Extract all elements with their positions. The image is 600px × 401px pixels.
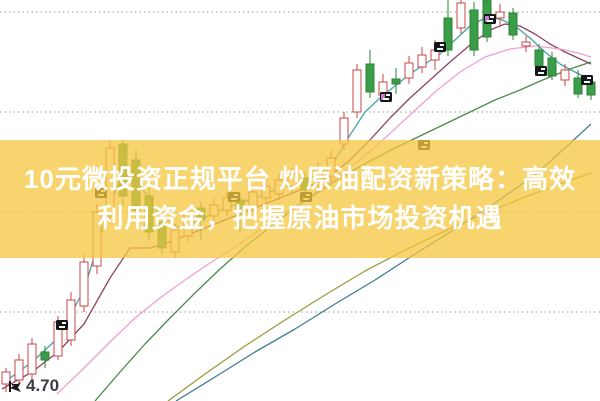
signal-marker-icon: [434, 42, 446, 52]
candle-up: [352, 64, 362, 118]
candle-up: [404, 56, 414, 84]
candle-down: [573, 70, 583, 98]
candle-up: [495, 4, 505, 26]
candle-up: [66, 292, 76, 346]
candle-down: [547, 52, 557, 80]
signal-marker-icon: [581, 75, 593, 85]
candle-up: [560, 64, 570, 86]
promo-text-line-1: 10元微投资正规平台 炒原油配资新策略：高效: [23, 164, 577, 194]
candle-down: [391, 68, 401, 94]
candle-up: [456, 0, 466, 34]
candle-down: [443, 0, 453, 56]
price-value: 4.70: [26, 376, 60, 395]
candle-up: [417, 47, 427, 73]
candle-up: [79, 254, 89, 312]
candle-up: [521, 36, 531, 52]
promo-text-line-2: 利用资金，把握原油市场投资机遇: [97, 203, 503, 233]
candle-down: [508, 8, 518, 40]
signal-marker-icon: [484, 14, 496, 24]
candle-down: [40, 346, 50, 368]
candle-down: [469, 2, 479, 56]
price-marker-icon: [8, 379, 24, 393]
signal-marker-icon: [380, 92, 392, 102]
candle-down: [365, 50, 375, 98]
candle-up: [27, 338, 37, 380]
signal-marker-icon: [535, 66, 547, 76]
candle-up: [1, 368, 11, 392]
signal-marker-icon: [56, 320, 68, 330]
price-label: 4.70: [8, 376, 59, 396]
promo-overlay-banner: 10元微投资正规平台 炒原油配资新策略：高效 利用资金，把握原油市场投资机遇: [0, 140, 600, 258]
candle-up: [14, 354, 24, 386]
